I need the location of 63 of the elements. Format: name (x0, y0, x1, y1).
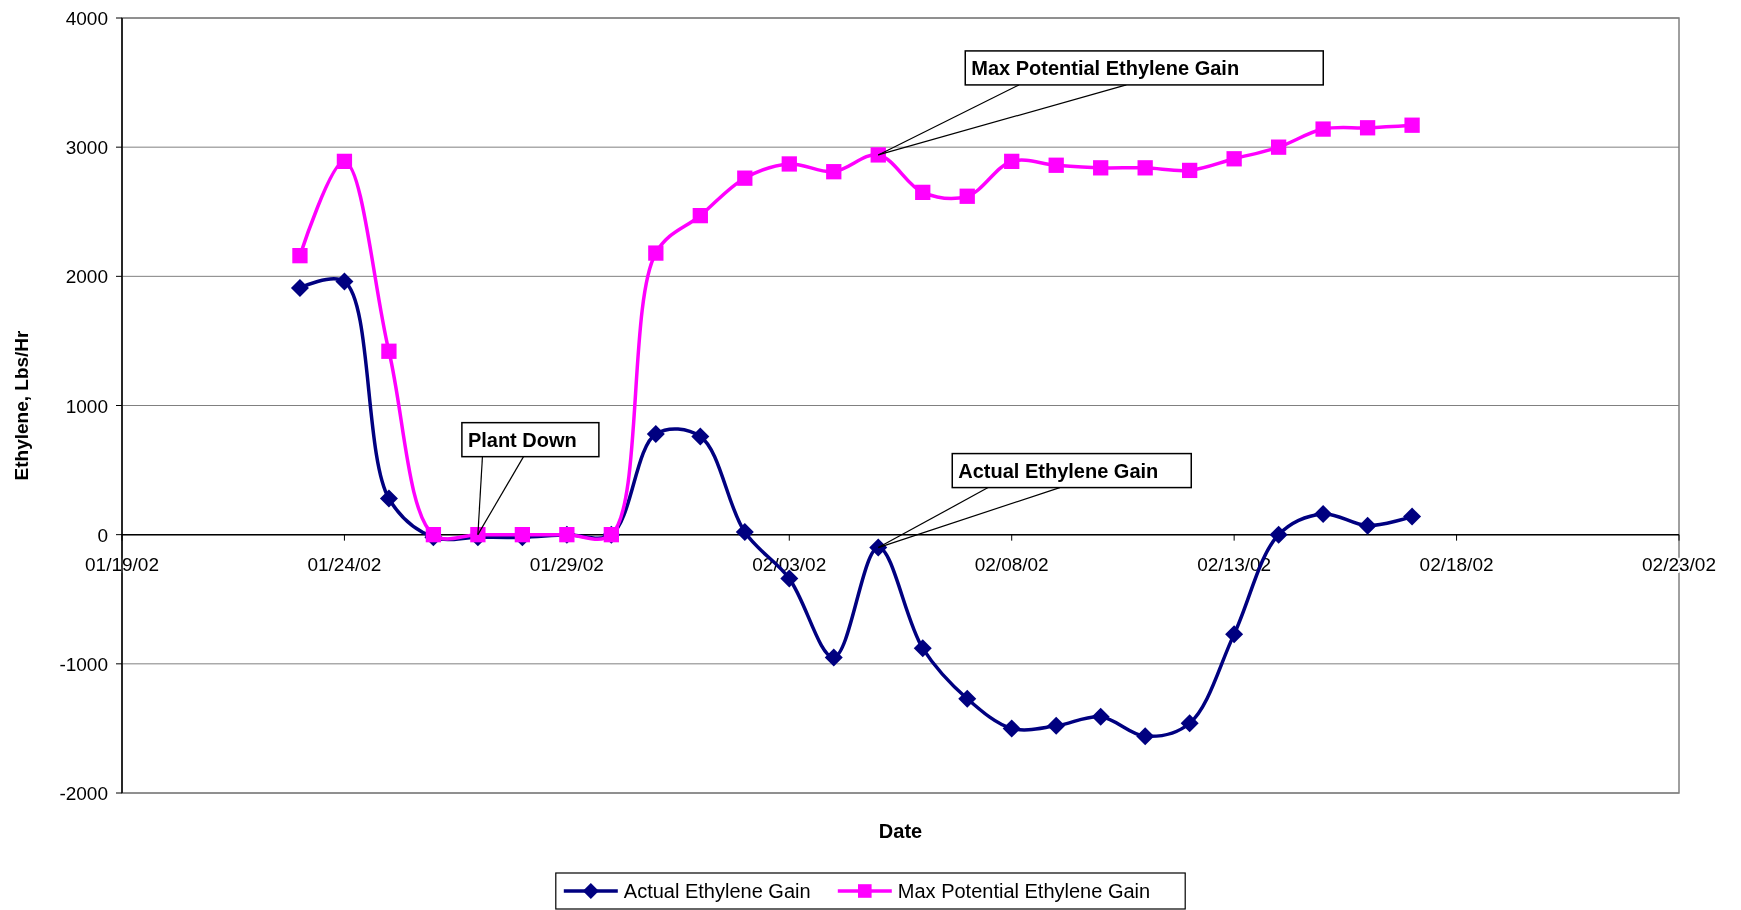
point (692, 207, 708, 224)
point (1047, 716, 1066, 735)
annotation: Max Potential Ethylene Gain (971, 56, 1240, 79)
point (470, 527, 486, 543)
point (1048, 157, 1064, 173)
y-tick-label: 4000 (65, 8, 108, 29)
point (381, 343, 397, 359)
point (1269, 525, 1288, 544)
x-axis-title: Date (878, 820, 923, 842)
x-tick-label: 01/29/02 (529, 553, 604, 575)
point (335, 272, 354, 291)
annotation: Plant Down (467, 428, 577, 451)
point (915, 184, 931, 201)
point (737, 170, 753, 186)
point (870, 147, 886, 163)
point (869, 538, 888, 557)
point (1004, 153, 1020, 170)
point (1225, 625, 1244, 644)
point (1180, 714, 1199, 733)
x-tick-label: 02/23/02 (1642, 553, 1716, 575)
point (959, 188, 975, 204)
point (379, 489, 398, 508)
point (1002, 719, 1021, 738)
point (913, 639, 932, 658)
legend-label: Actual Ethylene Gain (623, 880, 811, 902)
point (1136, 727, 1155, 746)
y-tick-label: 3000 (65, 137, 108, 159)
point (1359, 120, 1376, 136)
point (1314, 505, 1333, 523)
point (1270, 139, 1287, 155)
point (1358, 516, 1377, 535)
point (824, 648, 843, 667)
y-tick-label: -1000 (59, 653, 108, 675)
x-tick-label: 02/18/02 (1419, 553, 1494, 575)
point (1093, 160, 1109, 176)
y-tick-label: 0 (97, 524, 108, 546)
x-tick-label: 01/24/02 (307, 553, 382, 575)
point (1403, 507, 1422, 526)
point (514, 527, 531, 543)
point (336, 153, 353, 170)
point (781, 156, 797, 172)
point (1315, 121, 1331, 137)
legend-label: Max Potential Ethylene Gain (897, 880, 1151, 902)
point (425, 527, 442, 543)
point (646, 424, 665, 443)
y-axis-title: Ethylene, Lbs/Hr (11, 329, 32, 481)
point (1404, 117, 1420, 133)
point (292, 248, 308, 264)
y-tick-label: 1000 (65, 395, 108, 417)
point (1137, 160, 1153, 176)
y-tick-label: 2000 (65, 266, 108, 288)
annotation: Actual Ethylene Gain (958, 459, 1159, 482)
point (1226, 151, 1242, 167)
point (826, 164, 842, 180)
x-tick-label: 02/08/02 (974, 553, 1049, 575)
point (1182, 162, 1198, 179)
point (735, 523, 754, 542)
point (691, 427, 710, 446)
point (958, 689, 977, 708)
point (1091, 707, 1110, 726)
point (290, 278, 309, 297)
point (648, 245, 664, 261)
y-tick-label: -2000 (59, 783, 108, 804)
